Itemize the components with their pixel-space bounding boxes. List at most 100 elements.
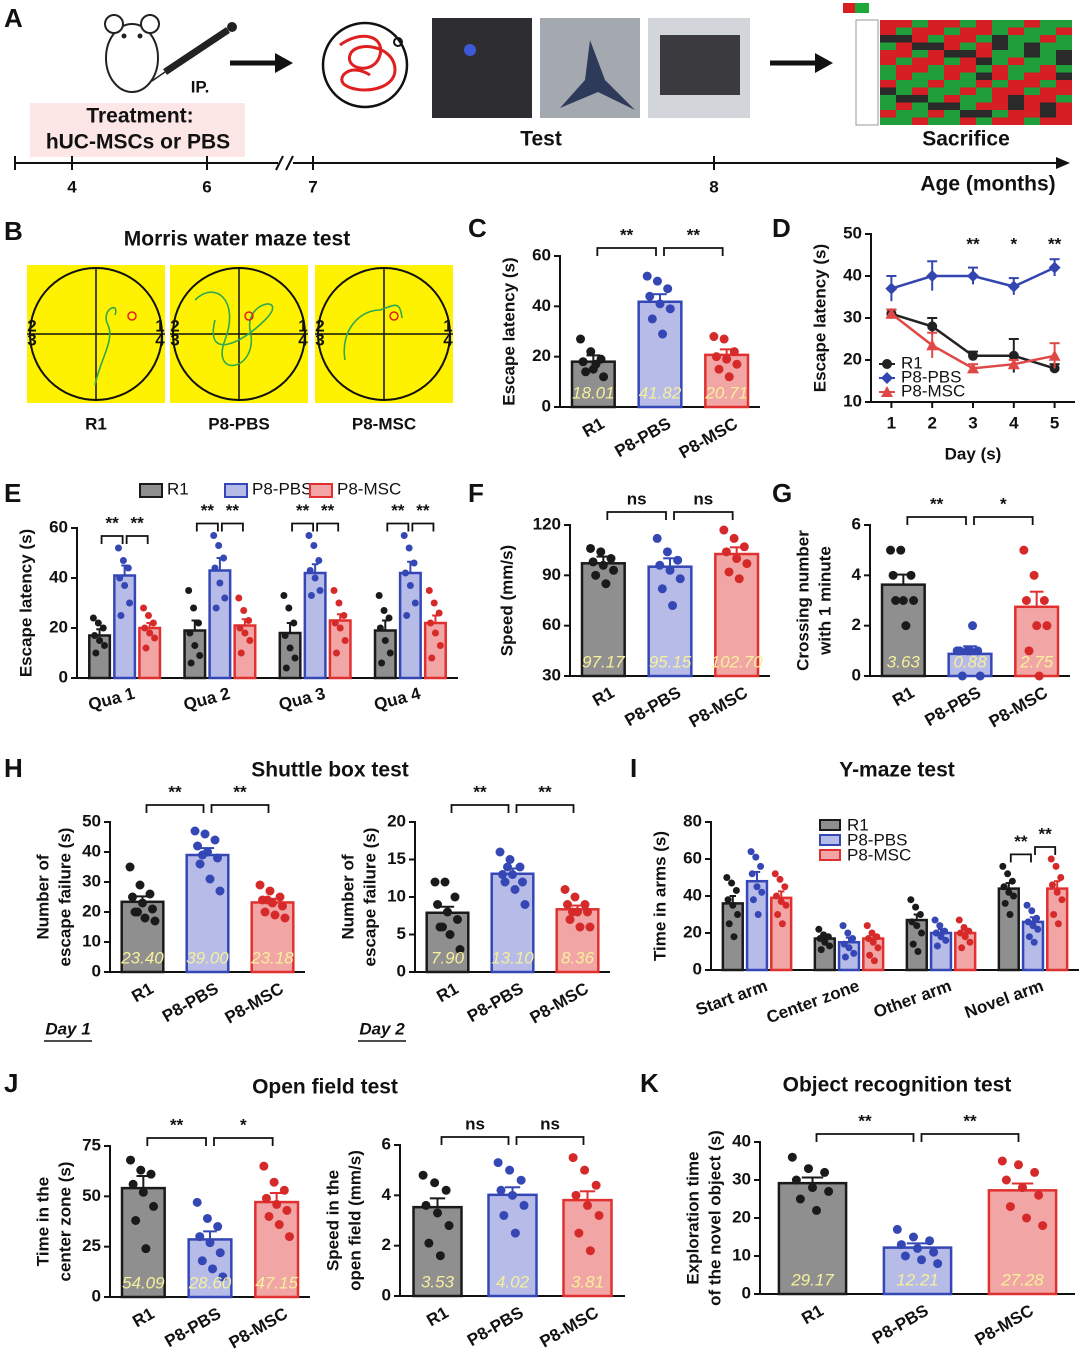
x-tick-label: Center zone (764, 976, 862, 1027)
value-label: 0.88 (953, 652, 987, 671)
data-point (126, 599, 134, 607)
data-point (133, 907, 143, 917)
data-point (263, 895, 273, 905)
heatmap-cell (1008, 65, 1024, 73)
heatmap-cell (880, 65, 896, 73)
heatmap-cell (880, 80, 896, 88)
x-tick-label: R1 (128, 979, 156, 1006)
heatmap-cell (992, 27, 1008, 35)
data-point (186, 629, 194, 637)
heatmap-cell (1024, 50, 1040, 58)
data-point (754, 911, 762, 918)
data-point (580, 900, 590, 909)
heatmap-cell (992, 65, 1008, 73)
heatmap-cell (896, 80, 912, 88)
data-point (341, 637, 349, 644)
y-tick-label: 2 (852, 615, 861, 634)
data-point (665, 304, 675, 314)
heatmap-cell (1024, 35, 1040, 43)
data-point (443, 907, 452, 917)
quadrant-label: 4 (298, 330, 308, 349)
significance-label: ** (858, 1111, 872, 1130)
data-point (808, 1183, 817, 1193)
heatmap-cell (1008, 20, 1024, 28)
data-point (197, 1256, 207, 1266)
data-point (430, 877, 440, 887)
data-point (778, 920, 786, 928)
data-point (1005, 888, 1013, 896)
value-label: 18.01 (572, 383, 615, 402)
data-point (406, 582, 414, 589)
data-point (241, 629, 249, 637)
value-label: 27.28 (1000, 1270, 1044, 1289)
group-label: P8-PBS (208, 414, 269, 433)
y-tick-label: 50 (82, 811, 101, 830)
data-point (652, 276, 662, 286)
line-marker (882, 359, 892, 369)
heatmap-cell (1040, 50, 1056, 58)
data-point (966, 938, 974, 946)
heatmap-cell (880, 20, 896, 28)
y-tick-label: 10 (387, 886, 406, 905)
treatment-label: Treatment: (86, 105, 193, 128)
data-point (1019, 545, 1029, 555)
data-point (340, 612, 348, 619)
timeline-tick-label: 4 (67, 177, 77, 196)
x-tick-label: R1 (589, 683, 617, 710)
data-point (663, 284, 673, 294)
data-point (430, 599, 438, 607)
heatmap-cell (1056, 42, 1072, 50)
data-point (742, 559, 752, 569)
x-tick-label: Start arm (693, 976, 770, 1019)
data-point (91, 632, 99, 639)
heatmap-cell (944, 20, 960, 28)
chart-title: Open field test (252, 1076, 398, 1099)
y-tick-label: 0 (742, 1283, 751, 1302)
significance-bracket (145, 804, 205, 813)
heatmap-cell (1008, 95, 1024, 103)
data-point (1018, 1183, 1027, 1193)
data-point (401, 569, 409, 577)
photo-detail (660, 35, 740, 95)
data-point (909, 940, 917, 948)
y-tick-label: 75 (82, 1135, 101, 1154)
x-tick-label: 4 (1009, 413, 1019, 432)
heatmap-cell (912, 27, 928, 35)
data-point (776, 875, 784, 883)
data-point (581, 367, 591, 377)
y-tick-label: 20 (532, 346, 551, 365)
group-label: P8-MSC (352, 414, 416, 433)
line-marker (1048, 261, 1061, 274)
data-point (933, 942, 941, 950)
y-tick-label: 10 (843, 391, 862, 410)
heatmap-cell (992, 80, 1008, 88)
panel-letter: F (468, 478, 484, 508)
significance-label: ** (963, 1111, 977, 1130)
significance-bracket (906, 516, 967, 525)
y-axis-label: Crossing number (793, 530, 812, 671)
syringe (163, 27, 230, 75)
bar (120, 900, 165, 974)
value-label: 23.18 (250, 948, 294, 967)
data-point (1052, 862, 1060, 870)
data-point (719, 334, 729, 344)
data-point (599, 372, 609, 382)
significance-label: ** (473, 782, 487, 801)
legend-swatch (309, 483, 333, 498)
data-point (142, 644, 150, 652)
heatmap-cell (1056, 57, 1072, 65)
data-point (888, 570, 898, 580)
x-tick-label: 2 (927, 413, 936, 432)
heatmap-cell (944, 35, 960, 43)
heatmap-cell (1040, 42, 1056, 50)
significance-bracket (973, 516, 1034, 525)
significance-label: ** (226, 501, 240, 520)
data-point (277, 901, 287, 911)
heatmap-cell (960, 87, 976, 95)
heatmap-cell (896, 42, 912, 50)
data-point (1029, 922, 1037, 930)
data-point (259, 1161, 269, 1171)
quadrant-label: 4 (443, 330, 453, 349)
data-point (1023, 901, 1031, 909)
bar (647, 565, 693, 678)
